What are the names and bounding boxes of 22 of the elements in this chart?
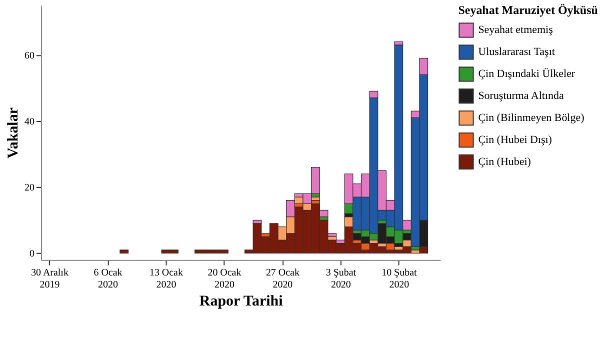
legend-label: Çin (Bilinmeyen Bölge) — [478, 112, 585, 124]
y-tick-label: 40 — [24, 116, 34, 128]
y-tick-label: 20 — [24, 182, 34, 194]
legend-label: Seyahat etmemiş — [478, 24, 553, 36]
x-tick-label: 10 Şubat 2020 — [382, 267, 417, 290]
y-tick-label: 60 — [24, 50, 34, 62]
x-tick-label: 20 Ocak 2020 — [208, 267, 242, 290]
legend-title: Seyahat Maruziyet Öyküsü — [458, 3, 598, 18]
x-tick-label: 3 Şubat 2020 — [326, 267, 356, 290]
legend-label: Uluslararası Taşıt — [478, 46, 555, 58]
x-tick-label: 30 Aralık 2019 — [31, 267, 68, 290]
legend-label: Çin (Hubei Dışı) — [478, 134, 552, 146]
bar — [120, 250, 129, 254]
legend-label: Çin Dışındaki Ülkeler — [478, 68, 576, 80]
x-tick-label: 13 Ocak 2020 — [149, 267, 183, 290]
x-tick-label: 27 Ocak 2020 — [266, 267, 300, 290]
legend-label: Soruşturma Altında — [478, 90, 564, 102]
legend-label: Çin (Hubei) — [478, 156, 532, 168]
x-tick-label: 6 Ocak 2020 — [94, 267, 122, 290]
y-tick-label: 0 — [29, 248, 34, 260]
y-axis-title: Vakalar — [5, 107, 22, 159]
x-axis-title: Rapor Tarihi — [199, 293, 283, 310]
